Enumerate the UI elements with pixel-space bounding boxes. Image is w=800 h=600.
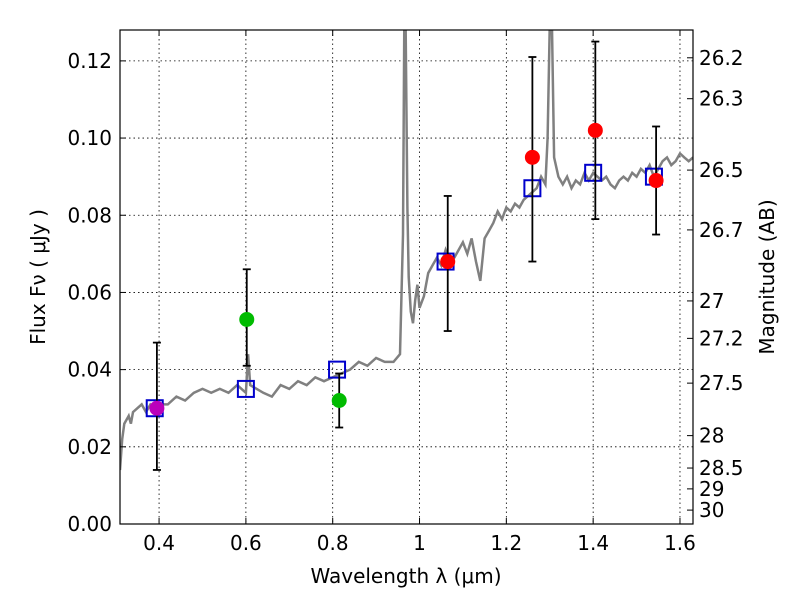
x-tick-label: 0.4 — [143, 531, 175, 555]
model-photometry-square — [584, 163, 603, 182]
plot-area — [120, 30, 693, 471]
x-tick-label: 1.2 — [490, 531, 522, 555]
y-tick-label: 0.00 — [67, 512, 112, 536]
sed-model-line — [120, 30, 693, 471]
mag-tick-label: 27.5 — [699, 371, 744, 395]
x-tick-label: 0.8 — [317, 531, 349, 555]
model-photometry-square — [236, 379, 255, 398]
data-point — [331, 393, 347, 408]
x-axis-title: Wavelength λ (μm) — [310, 564, 501, 588]
axis-ticks: 0.4 0.6 0.8 1 1.2 1.4 1.6 0.00 0.02 0.04 0.06 0.08 0… — [67, 30, 744, 555]
data-point — [648, 173, 664, 189]
grid — [120, 30, 693, 524]
mag-tick-label: 28.5 — [699, 456, 744, 480]
plot-frame — [119, 29, 694, 525]
model-photometry-square — [328, 360, 347, 379]
y-axis-right-title: Magnitude (AB) — [755, 199, 779, 354]
data-point — [239, 311, 255, 327]
y-tick-label: 0.04 — [67, 358, 112, 382]
mag-tick-label: 26.7 — [699, 218, 744, 242]
mag-tick-label: 29 — [699, 477, 724, 501]
y-tick-label: 0.12 — [67, 49, 112, 73]
y-tick-label: 0.02 — [67, 435, 112, 459]
data-point — [149, 400, 165, 416]
mag-tick-label: 28 — [699, 424, 724, 448]
x-tick-label: 1 — [413, 531, 426, 555]
y-tick-label: 0.10 — [67, 126, 112, 150]
x-tick-label: 1.4 — [577, 531, 609, 555]
data-point — [440, 254, 456, 270]
mag-tick-label: 27 — [699, 289, 724, 313]
x-tick-label: 1.6 — [664, 531, 696, 555]
y-tick-label: 0.08 — [67, 203, 112, 227]
mag-tick-label: 26.3 — [699, 87, 744, 111]
data-point — [587, 122, 603, 138]
mag-tick-label: 26.2 — [699, 46, 744, 70]
data-point — [524, 149, 540, 165]
mag-tick-label: 30 — [699, 498, 724, 522]
y-axis-title: Flux Fν ( μJy ) — [26, 209, 50, 345]
y-tick-label: 0.06 — [67, 280, 112, 304]
x-tick-label: 0.6 — [230, 531, 262, 555]
mag-tick-label: 27.2 — [699, 326, 744, 350]
mag-tick-label: 26.5 — [699, 158, 744, 182]
